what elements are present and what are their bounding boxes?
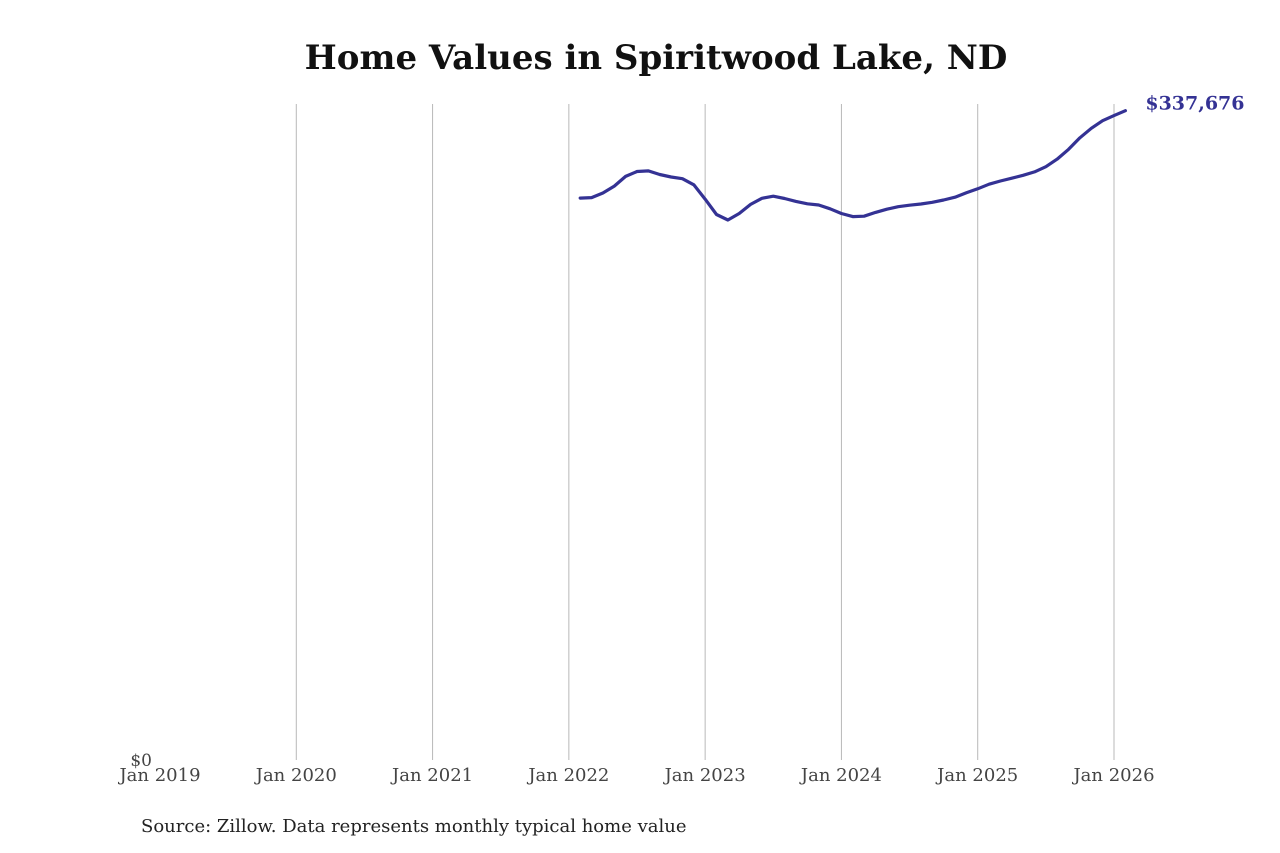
x-tick-label: Jan 2025 <box>935 765 1018 786</box>
x-tick-label: Jan 2023 <box>663 765 746 786</box>
x-tick-label: Jan 2026 <box>1071 765 1154 786</box>
x-tick-label: Jan 2019 <box>117 765 200 786</box>
x-tick-label: Jan 2020 <box>254 765 337 786</box>
x-tick-label: Jan 2021 <box>390 765 473 786</box>
series-line <box>578 109 1127 222</box>
x-tick-label: Jan 2022 <box>526 765 609 786</box>
chart-title: Home Values in Spiritwood Lake, ND <box>304 38 1008 78</box>
series-layer <box>578 109 1127 222</box>
gridlines <box>295 104 1115 760</box>
x-tick-label: Jan 2024 <box>799 765 882 786</box>
end-value-label: $337,676 <box>1145 93 1244 115</box>
x-axis-ticks: Jan 2019 Jan 2020 Jan 2021 Jan 2022 Jan 2023… <box>117 765 1154 786</box>
end-label-layer: $337,676 <box>1145 93 1244 115</box>
source-note: Source: Zillow. Data represents monthly … <box>141 816 687 837</box>
y-tick-label: $0 <box>130 751 152 771</box>
y-axis-ticks: $0 <box>130 751 152 771</box>
